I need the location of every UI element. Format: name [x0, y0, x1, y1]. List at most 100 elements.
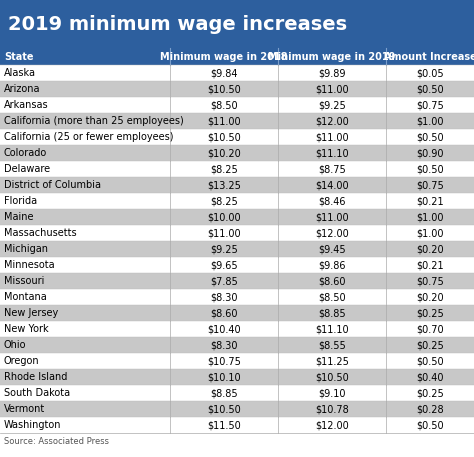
Text: $8.30: $8.30 [210, 340, 238, 350]
Text: $10.40: $10.40 [207, 324, 241, 334]
Text: $12.00: $12.00 [315, 228, 349, 238]
Text: $9.25: $9.25 [210, 244, 238, 254]
Text: $8.25: $8.25 [210, 196, 238, 206]
Text: $10.78: $10.78 [315, 404, 349, 414]
Text: $8.60: $8.60 [210, 308, 238, 318]
Text: $11.10: $11.10 [315, 324, 349, 334]
Text: $12.00: $12.00 [315, 420, 349, 430]
Text: $7.85: $7.85 [210, 276, 238, 286]
Text: Maine: Maine [4, 212, 34, 222]
Text: $9.65: $9.65 [210, 260, 238, 270]
Text: Washington: Washington [4, 420, 62, 430]
Text: $0.75: $0.75 [416, 276, 444, 286]
Text: $1.00: $1.00 [416, 212, 444, 222]
Text: Michigan: Michigan [4, 244, 48, 254]
Text: $0.21: $0.21 [416, 196, 444, 206]
Text: $0.90: $0.90 [416, 148, 444, 158]
Text: $9.45: $9.45 [318, 244, 346, 254]
Text: $9.86: $9.86 [318, 260, 346, 270]
Text: $11.00: $11.00 [207, 116, 241, 126]
Text: $1.00: $1.00 [416, 228, 444, 238]
Text: $14.00: $14.00 [315, 180, 349, 190]
Bar [0, 145, 474, 161]
Text: $8.85: $8.85 [318, 308, 346, 318]
Text: $0.70: $0.70 [416, 324, 444, 334]
Text: Colorado: Colorado [4, 148, 47, 158]
Text: $11.00: $11.00 [315, 84, 349, 94]
Text: $10.50: $10.50 [207, 404, 241, 414]
Text: Minnesota: Minnesota [4, 260, 55, 270]
Text: Massachusetts: Massachusetts [4, 228, 77, 238]
Text: $9.25: $9.25 [318, 100, 346, 110]
Text: $0.25: $0.25 [416, 388, 444, 398]
Text: South Dakota: South Dakota [4, 388, 70, 398]
Text: $9.89: $9.89 [318, 68, 346, 78]
Text: New York: New York [4, 324, 49, 334]
Text: Source: Associated Press: Source: Associated Press [4, 437, 109, 446]
Text: $10.00: $10.00 [207, 212, 241, 222]
Text: $8.46: $8.46 [318, 196, 346, 206]
Bar [0, 129, 474, 145]
Text: Vermont: Vermont [4, 404, 45, 414]
Text: $8.75: $8.75 [318, 164, 346, 174]
Text: $0.05: $0.05 [416, 68, 444, 78]
Bar [0, 177, 474, 193]
Bar [0, 337, 474, 353]
Bar [0, 401, 474, 417]
Text: Minimum wage in 2018: Minimum wage in 2018 [160, 52, 288, 62]
Bar [0, 369, 474, 385]
Text: Montana: Montana [4, 292, 47, 302]
Text: $0.25: $0.25 [416, 340, 444, 350]
Bar [0, 321, 474, 337]
Text: Missouri: Missouri [4, 276, 45, 286]
Text: $8.60: $8.60 [318, 276, 346, 286]
Text: $8.50: $8.50 [318, 292, 346, 302]
Text: Alaska: Alaska [4, 68, 36, 78]
Text: Florida: Florida [4, 196, 37, 206]
Text: $9.84: $9.84 [210, 68, 238, 78]
Text: $9.10: $9.10 [318, 388, 346, 398]
Text: $0.50: $0.50 [416, 84, 444, 94]
Text: Rhode Island: Rhode Island [4, 372, 67, 382]
Text: $10.50: $10.50 [207, 84, 241, 94]
Text: $0.40: $0.40 [416, 372, 444, 382]
Text: Minimum wage in 2019: Minimum wage in 2019 [268, 52, 396, 62]
Text: $10.50: $10.50 [207, 132, 241, 142]
Text: $10.75: $10.75 [207, 356, 241, 366]
Bar [0, 65, 474, 81]
Text: $10.50: $10.50 [315, 372, 349, 382]
Text: $8.25: $8.25 [210, 164, 238, 174]
Text: $0.75: $0.75 [416, 100, 444, 110]
Text: District of Columbia: District of Columbia [4, 180, 101, 190]
Text: $12.00: $12.00 [315, 116, 349, 126]
Text: $8.50: $8.50 [210, 100, 238, 110]
Text: $1.00: $1.00 [416, 116, 444, 126]
Text: $11.00: $11.00 [315, 212, 349, 222]
Text: $13.25: $13.25 [207, 180, 241, 190]
Text: $0.75: $0.75 [416, 180, 444, 190]
Text: $0.50: $0.50 [416, 132, 444, 142]
Text: Oregon: Oregon [4, 356, 40, 366]
Text: $11.00: $11.00 [207, 228, 241, 238]
Text: $11.25: $11.25 [315, 356, 349, 366]
Text: Arkansas: Arkansas [4, 100, 49, 110]
Bar [0, 241, 474, 257]
Text: $10.20: $10.20 [207, 148, 241, 158]
Text: $0.20: $0.20 [416, 244, 444, 254]
Text: $0.50: $0.50 [416, 420, 444, 430]
Text: $8.55: $8.55 [318, 340, 346, 350]
Text: $0.28: $0.28 [416, 404, 444, 414]
Bar [0, 273, 474, 289]
Bar [0, 81, 474, 97]
Text: California (25 or fewer employees): California (25 or fewer employees) [4, 132, 173, 142]
Bar [0, 161, 474, 177]
Bar [0, 305, 474, 321]
Text: Ohio: Ohio [4, 340, 27, 350]
Text: Arizona: Arizona [4, 84, 40, 94]
Bar [0, 209, 474, 225]
Text: $8.85: $8.85 [210, 388, 238, 398]
Text: $0.20: $0.20 [416, 292, 444, 302]
Text: $0.50: $0.50 [416, 356, 444, 366]
Text: $0.50: $0.50 [416, 164, 444, 174]
Bar [0, 289, 474, 305]
